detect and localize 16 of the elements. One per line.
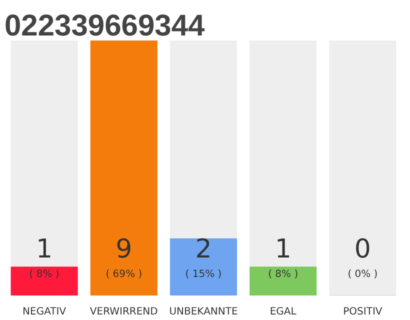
chart-title: 022339669344 [4,10,206,42]
x-tick-label: VERWIRREND [90,306,158,318]
annotation: ( 8% ) [29,269,60,280]
data-label: 0 [354,234,371,264]
annotation: ( 15% ) [185,269,222,280]
data-label: 1 [274,234,292,264]
data-label: 1 [36,234,53,264]
annotation: ( 69% ) [106,269,142,280]
x-tick-label: NEGATIV [22,306,66,318]
data-label: 9 [116,234,132,264]
annotation: ( 0% ) [348,269,378,280]
x-tick-label: UNBEKANNTE [169,306,238,318]
data-label: 2 [195,234,212,264]
x-tick-label: POSITIV [343,306,382,318]
x-tick-label: EGAL [270,306,297,318]
annotation: ( 8% ) [268,269,298,280]
